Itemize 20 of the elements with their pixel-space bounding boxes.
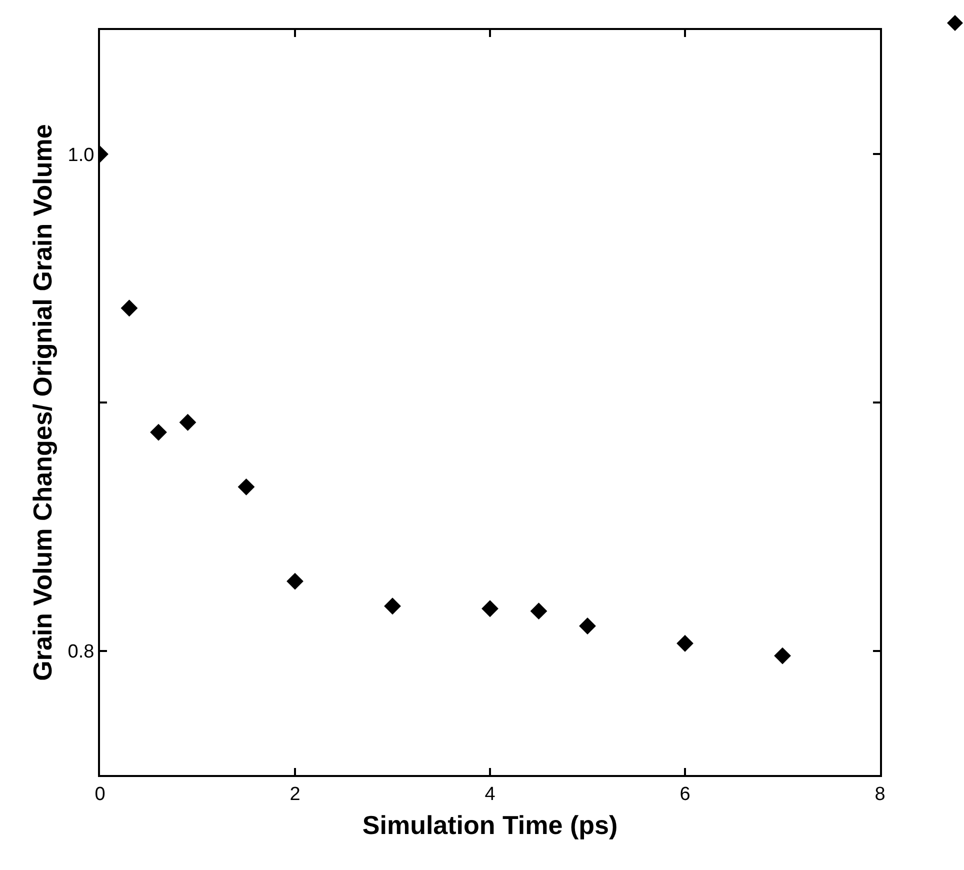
point [150,424,167,441]
point [120,300,138,317]
point [179,414,196,431]
point [482,600,498,618]
x-tick-label: 6 [680,784,690,805]
point [286,572,304,590]
y-axis-title: Grain Volum Changes/ Orignial Grain Volume [28,124,58,681]
point [384,598,401,615]
x-tick-label: 4 [484,784,496,805]
point [676,634,694,652]
point [530,602,548,620]
x-tick-label: 0 [94,784,106,805]
y-tick-label: 1.0 [68,144,94,166]
x-tick-label: 8 [874,784,886,805]
point [238,478,255,496]
y-tick-label: 0.8 [68,641,94,662]
x-tick-label: 2 [290,784,300,805]
point [579,618,596,634]
x-axis-title: Simulation Time (ps) [362,810,618,840]
point [774,647,791,664]
